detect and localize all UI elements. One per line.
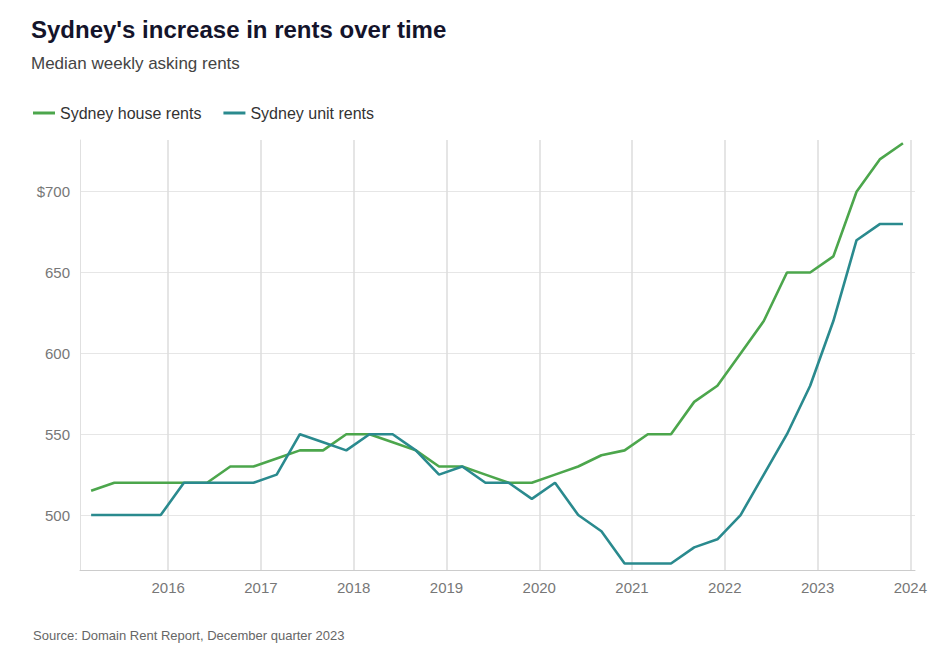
svg-text:2020: 2020	[523, 579, 556, 596]
svg-text:Sydney house rents: Sydney house rents	[60, 105, 201, 122]
svg-text:Source: Domain Rent Report, De: Source: Domain Rent Report, December qua…	[33, 628, 344, 643]
svg-text:$700: $700	[37, 183, 70, 200]
svg-text:2016: 2016	[151, 579, 184, 596]
svg-text:2024: 2024	[894, 579, 927, 596]
svg-text:2017: 2017	[244, 579, 277, 596]
svg-text:550: 550	[45, 426, 70, 443]
svg-text:500: 500	[45, 507, 70, 524]
svg-text:2019: 2019	[430, 579, 463, 596]
svg-text:600: 600	[45, 345, 70, 362]
svg-text:2023: 2023	[801, 579, 834, 596]
svg-text:2022: 2022	[708, 579, 741, 596]
svg-text:2018: 2018	[337, 579, 370, 596]
svg-text:Median weekly asking rents: Median weekly asking rents	[31, 54, 240, 73]
svg-text:Sydney unit rents: Sydney unit rents	[250, 105, 374, 122]
svg-text:2021: 2021	[615, 579, 648, 596]
svg-text:650: 650	[45, 264, 70, 281]
svg-text:Sydney's increase in rents ove: Sydney's increase in rents over time	[31, 16, 446, 43]
